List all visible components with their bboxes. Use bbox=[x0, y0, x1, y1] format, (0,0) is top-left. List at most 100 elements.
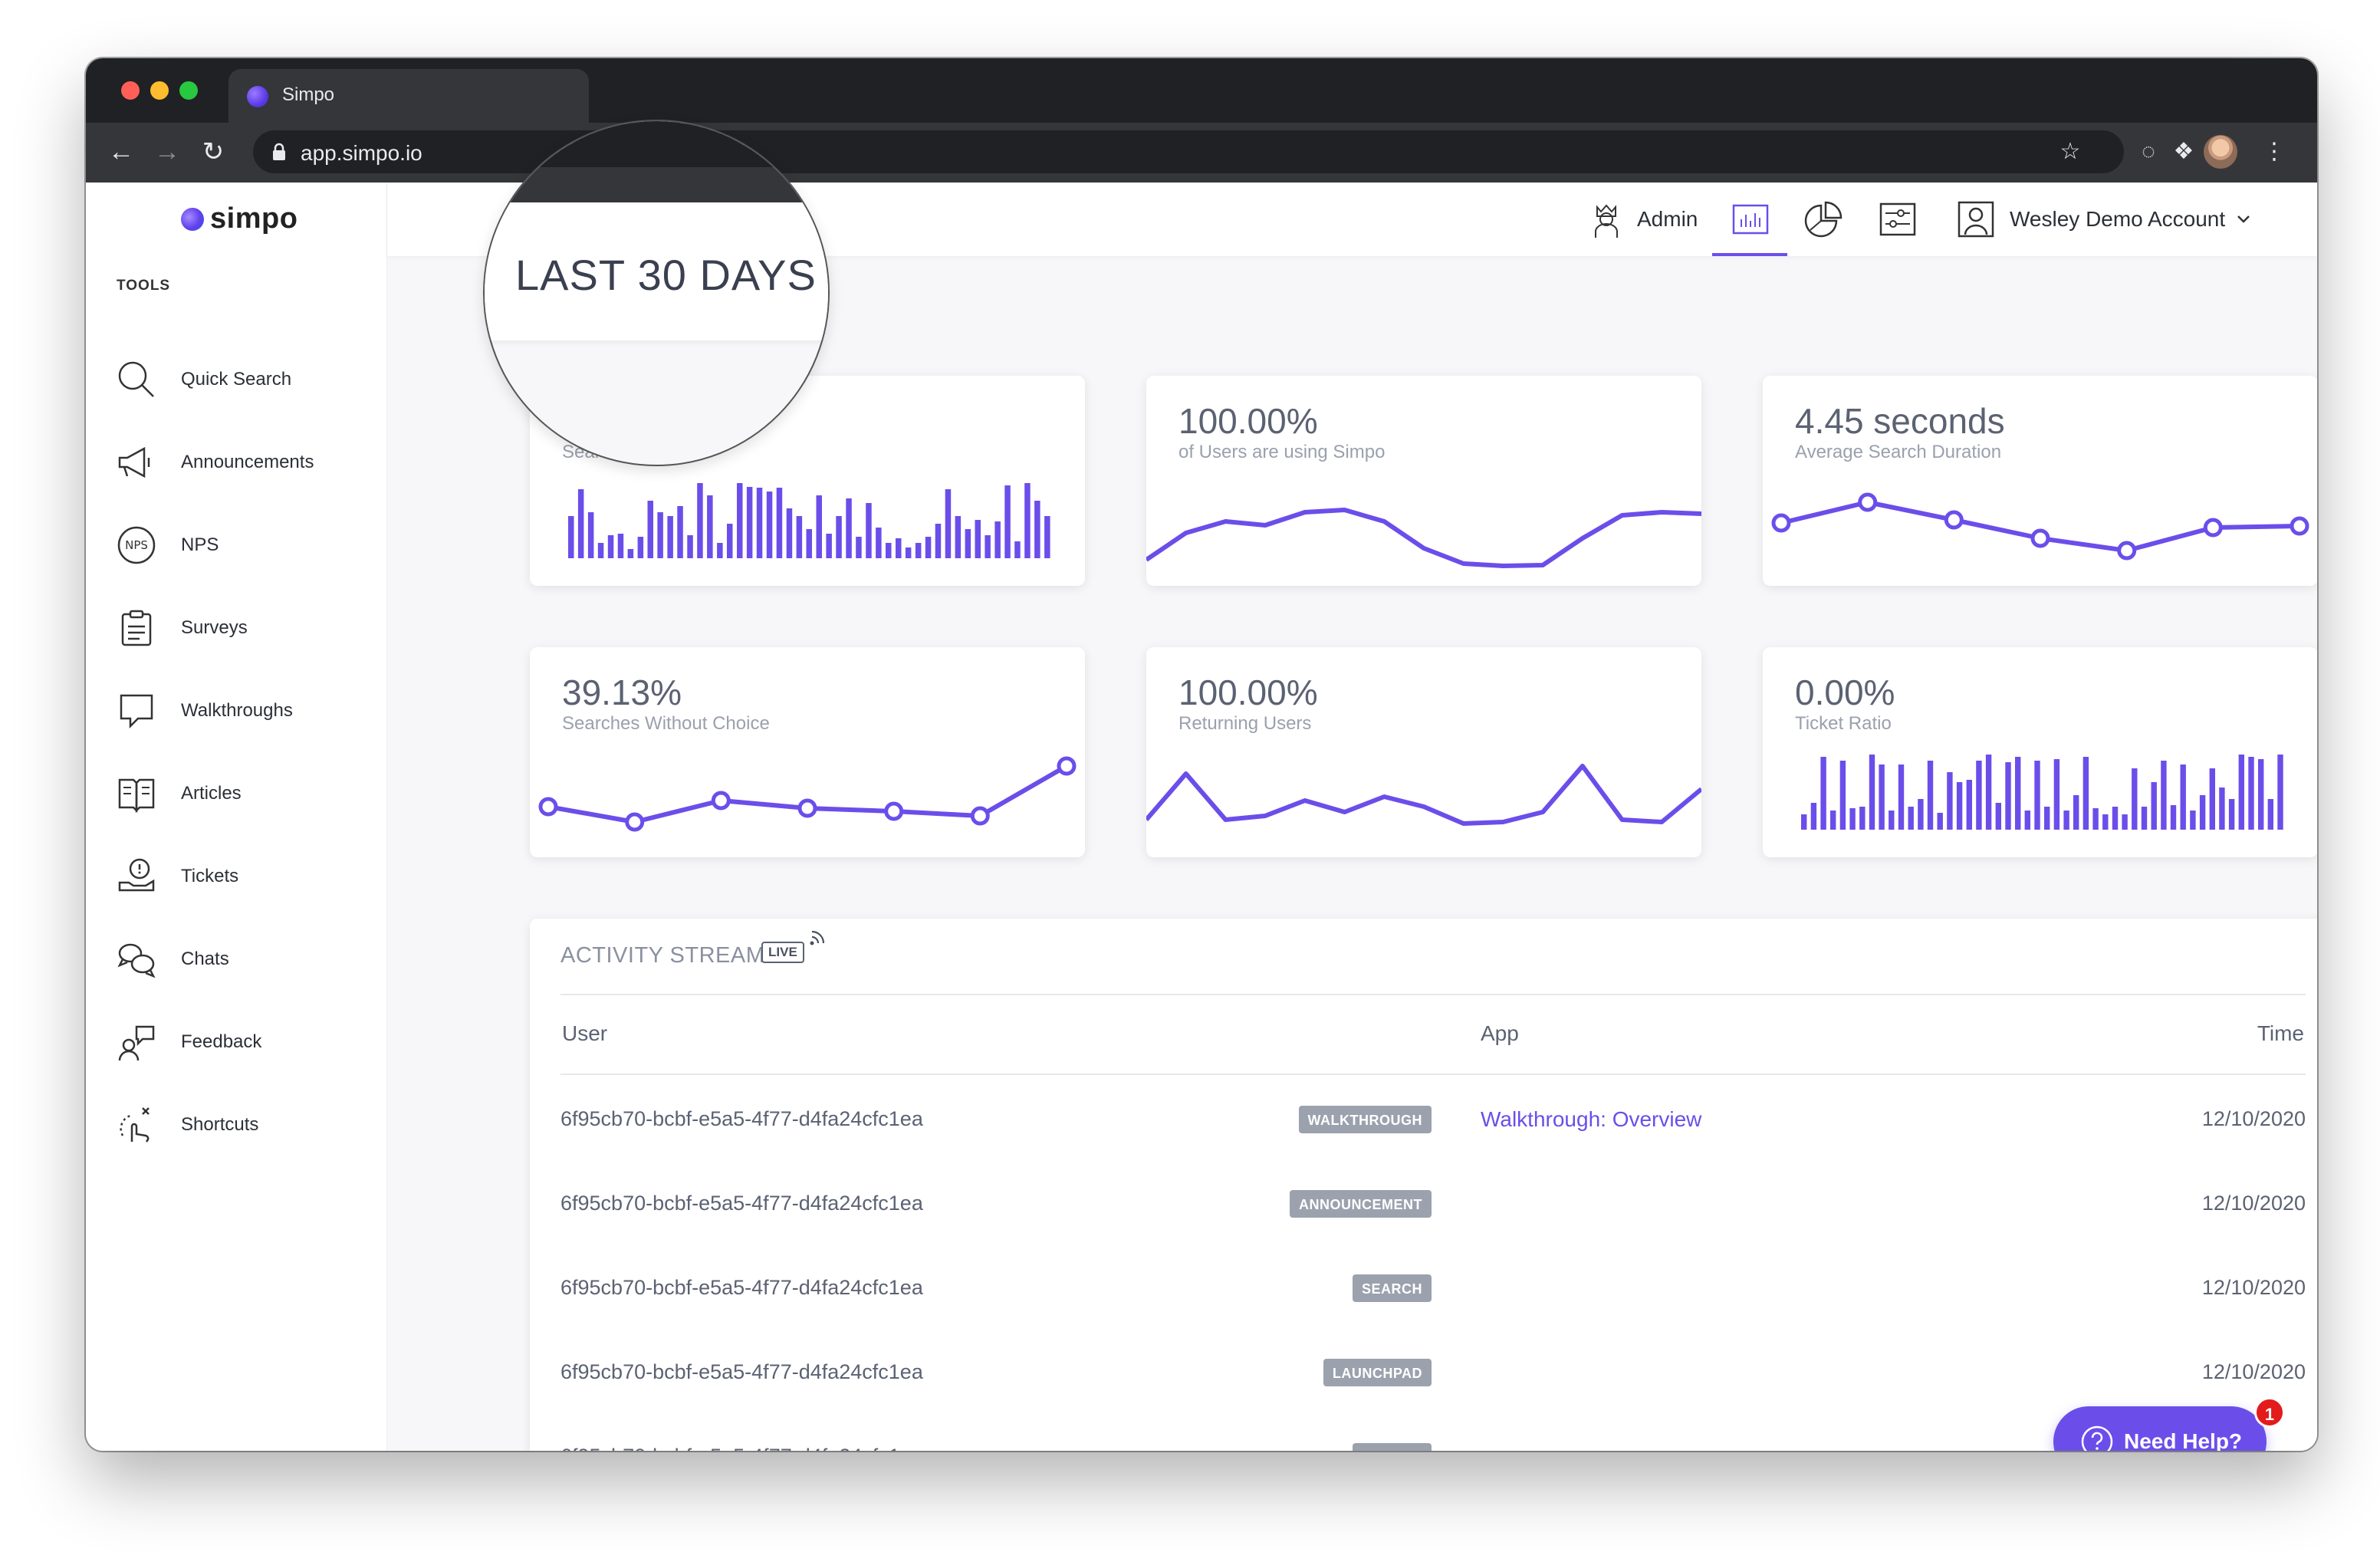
chart-bar bbox=[737, 483, 743, 558]
kpi-label: Returning Users bbox=[1178, 713, 1312, 734]
chart-bar bbox=[896, 538, 902, 558]
sidebar-item-label: NPS bbox=[181, 534, 219, 555]
forward-icon[interactable]: → bbox=[154, 137, 180, 166]
chart-bar bbox=[2199, 795, 2206, 830]
back-icon[interactable]: ← bbox=[108, 137, 134, 166]
chart-series-line bbox=[1146, 764, 1701, 826]
settings-tab[interactable] bbox=[1878, 198, 1918, 241]
analytics-tab[interactable] bbox=[1731, 198, 1770, 241]
chart-bar bbox=[1947, 772, 1953, 830]
browser-tab[interactable]: Simpo bbox=[228, 69, 589, 123]
chart-bar bbox=[1898, 764, 1905, 830]
address-url: app.simpo.io bbox=[301, 141, 422, 165]
need-help-label: Need Help? bbox=[2124, 1429, 2243, 1451]
magnifier-callout: LAST 30 DAYS bbox=[483, 120, 830, 466]
sidebar-item-label: Walkthroughs bbox=[181, 700, 293, 721]
chart-bar bbox=[568, 516, 574, 558]
chart-point bbox=[711, 791, 731, 811]
chart-point bbox=[1771, 513, 1791, 533]
maximize-window-button[interactable] bbox=[179, 81, 198, 100]
brand-name: simpo bbox=[210, 202, 298, 235]
chart-bar bbox=[2132, 768, 2138, 830]
chart-bar bbox=[965, 529, 971, 558]
chart-bar bbox=[1889, 811, 1895, 830]
chart-bar bbox=[597, 543, 604, 558]
kpi-label: Ticket Ratio bbox=[1795, 713, 1892, 734]
activity-stream: ACTIVITY STREAM LIVE User App Time 6f95c… bbox=[530, 919, 2317, 1451]
chart-bar bbox=[607, 535, 614, 558]
event-type-badge: SEARCH bbox=[1352, 1274, 1432, 1302]
user-icon bbox=[1958, 201, 1994, 238]
admin-menu[interactable]: Admin bbox=[1586, 198, 1698, 241]
sidebar-item-articles[interactable]: Articles bbox=[113, 767, 374, 820]
reports-tab[interactable] bbox=[1804, 198, 1844, 241]
kpi-card-search-duration[interactable]: 4.45 seconds Average Search Duration bbox=[1763, 376, 2317, 586]
chart-bar bbox=[707, 495, 713, 558]
chart-bar bbox=[697, 483, 703, 558]
chart-bar bbox=[2228, 799, 2235, 830]
event-type-badge: SEARCH bbox=[1352, 1443, 1432, 1451]
notification-count-badge: 1 bbox=[2254, 1397, 2285, 1428]
simpo-logo[interactable]: simpo bbox=[181, 202, 298, 235]
chart-bar bbox=[2063, 811, 2069, 830]
sidebar-item-tickets[interactable]: Tickets bbox=[113, 850, 374, 903]
sidebar-item-surveys[interactable]: Surveys bbox=[113, 601, 374, 655]
browser-menu-icon[interactable]: ⋮ bbox=[2263, 139, 2286, 164]
browser-toolbar: ← → ↻ app.simpo.io ☆ ◌ ❖ ⋮ bbox=[86, 123, 2317, 182]
chart-bar bbox=[1869, 755, 1875, 830]
chart-bar bbox=[2073, 795, 2079, 830]
kpi-card-users-using[interactable]: 100.00% of Users are using Simpo bbox=[1146, 376, 1701, 586]
sidebar-item-chats[interactable]: Chats bbox=[113, 932, 374, 986]
row-time: 12/10/2020 bbox=[2201, 1107, 2306, 1130]
chart-bar bbox=[617, 534, 624, 558]
kpi-value: 100.00% bbox=[1178, 401, 1318, 441]
chart-point bbox=[2203, 518, 2223, 538]
chart-bar bbox=[1801, 814, 1807, 830]
tools-section-label: TOOLS bbox=[117, 278, 171, 294]
sidebar-item-walkthroughs[interactable]: Walkthroughs bbox=[113, 684, 374, 738]
chart-bar bbox=[776, 488, 783, 558]
kpi-card-returning-users[interactable]: 100.00% Returning Users bbox=[1146, 647, 1701, 857]
bookmark-star-icon[interactable]: ☆ bbox=[2059, 139, 2081, 164]
shortcut-icon bbox=[113, 1102, 159, 1148]
chart-bar bbox=[796, 516, 803, 558]
chart-bar bbox=[925, 537, 932, 558]
chart-bar bbox=[915, 543, 922, 558]
reload-icon[interactable]: ↻ bbox=[202, 137, 225, 166]
sidebar-item-feedback[interactable]: Feedback bbox=[113, 1015, 374, 1069]
sidebar-item-nps[interactable]: NPS NPS bbox=[113, 518, 374, 572]
kpi-card-ticket-ratio[interactable]: 0.00% Ticket Ratio bbox=[1763, 647, 2317, 857]
account-menu[interactable]: Wesley Demo Account bbox=[1956, 198, 2253, 241]
browser-tabstrip: Simpo bbox=[86, 58, 2317, 123]
profile-avatar[interactable] bbox=[2204, 135, 2237, 169]
chart-point bbox=[538, 797, 558, 817]
row-user-id: 6f95cb70-bcbf-e5a5-4f77-d4fa24cfc1ea bbox=[560, 1192, 923, 1215]
kpi-card-searches-without-choice[interactable]: 39.13% Searches Without Choice bbox=[530, 647, 1085, 857]
row-time: 12/10/2020 bbox=[2201, 1360, 2306, 1383]
kpi-card-searches[interactable]: Sear bbox=[530, 376, 1085, 586]
nps-icon: NPS bbox=[113, 522, 159, 568]
sidebar-item-shortcuts[interactable]: Shortcuts bbox=[113, 1098, 374, 1152]
chart-bar bbox=[816, 495, 822, 558]
chart-bar bbox=[1810, 803, 1817, 830]
sidebar-item-label: Chats bbox=[181, 949, 229, 969]
row-user-id: 6f95cb70-bcbf-e5a5-4f77-d4fa24cfc1ea bbox=[560, 1276, 923, 1299]
row-app-link[interactable]: Walkthrough: Overview bbox=[1481, 1107, 1702, 1131]
chart-bar bbox=[746, 487, 753, 558]
chart-bar bbox=[975, 520, 981, 558]
close-window-button[interactable] bbox=[121, 81, 140, 100]
need-help-button[interactable]: Need Help? 1 bbox=[2053, 1397, 2285, 1451]
sidebar-item-announcements[interactable]: Announcements bbox=[113, 436, 374, 489]
chart-bar bbox=[1976, 761, 1982, 830]
tab-title: Simpo bbox=[282, 84, 335, 105]
magnified-toolbar bbox=[485, 167, 828, 202]
chart-bar bbox=[1849, 808, 1856, 830]
sidebar-item-quick-search[interactable]: Quick Search bbox=[113, 353, 374, 406]
chart-bar bbox=[1004, 485, 1011, 558]
extensions-icon[interactable]: ❖ bbox=[2173, 139, 2194, 164]
chart-bar bbox=[637, 537, 644, 558]
minimize-window-button[interactable] bbox=[150, 81, 169, 100]
chart-bar bbox=[2209, 768, 2215, 830]
event-type-badge: WALKTHROUGH bbox=[1298, 1106, 1432, 1133]
sync-icon[interactable]: ◌ bbox=[2142, 139, 2155, 164]
